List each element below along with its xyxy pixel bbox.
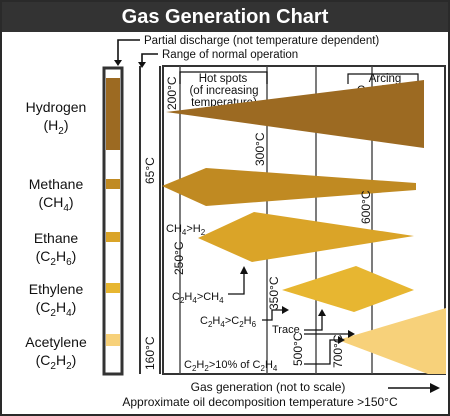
temp-200: 200°C [165, 76, 179, 110]
gas-label-acetylene: Acetylene [25, 334, 87, 350]
temp-350: 350°C [267, 276, 281, 310]
footer-line-2: Approximate oil decomposition temperatur… [122, 395, 398, 409]
gas-formula-acetylene: (C2H2) [36, 352, 77, 372]
temp-160: 160°C [143, 336, 157, 370]
ratio-c2h4-ch4-arrowhead [240, 266, 248, 274]
partial-discharge-label: Partial discharge (not temperature depen… [144, 35, 379, 47]
ratio-c2h4-ch4: C2H4>CH4 [172, 291, 224, 305]
temp-250: 250°C [172, 241, 186, 275]
ethane-generation-shape [198, 212, 414, 262]
pd-bar-hydrogen [106, 78, 120, 150]
partial-discharge-arrowhead [114, 60, 122, 66]
ratio-c2h4-c2h6-arrow [262, 310, 284, 320]
trace-label: Trace [272, 324, 300, 336]
gas-label-ethylene: Ethylene [29, 281, 84, 297]
gas-label-methane: Methane [29, 176, 84, 192]
gas-label-hydrogen: Hydrogen [26, 99, 87, 115]
temp-65: 65°C [143, 157, 157, 184]
ratio-ch4-h2: CH4>H2 [166, 223, 206, 237]
ratio-c2h4-ch4-arrow [228, 272, 244, 294]
hot-spots-label-2: (of increasing [189, 85, 258, 97]
trace-arrow-1 [304, 314, 322, 330]
partial-discharge-arrow [118, 40, 140, 62]
hot-spots-label-1: Hot spots [199, 73, 248, 85]
gas-label-ethane: Ethane [34, 230, 79, 246]
acetylene-generation-shape [338, 308, 446, 374]
temp-300: 300°C [253, 132, 267, 166]
ratio-c2h4-c2h6: C2H4>C2H6 [200, 315, 257, 329]
ethylene-generation-shape [282, 266, 414, 312]
pd-bar-ethane [106, 232, 120, 242]
footer-arrowhead [430, 383, 440, 393]
pd-bar-acetylene [106, 334, 120, 346]
temp-500: 500°C [291, 332, 305, 366]
ratio-c2h4-c2h6-arrowhead [282, 306, 289, 314]
arcing-label-1: Arcing [369, 73, 402, 85]
gas-formula-methane: (CH4) [38, 194, 73, 214]
footer-line-1: Gas generation (not to scale) [191, 380, 346, 394]
pd-bar-methane [106, 179, 120, 189]
gas-formula-ethylene: (C2H4) [36, 299, 77, 319]
pd-bar-ethylene [106, 283, 120, 293]
ratio-c2h2-10pct: C2H2>10% of C2H4 [184, 359, 278, 373]
normal-operation-label: Range of normal operation [162, 49, 298, 61]
temp-600: 600°C [359, 190, 373, 224]
gas-formula-hydrogen: (H2) [43, 117, 68, 137]
trace-arrowhead-1 [318, 309, 326, 316]
gas-formula-ethane: (C2H6) [36, 248, 77, 268]
methane-generation-shape [162, 168, 416, 206]
